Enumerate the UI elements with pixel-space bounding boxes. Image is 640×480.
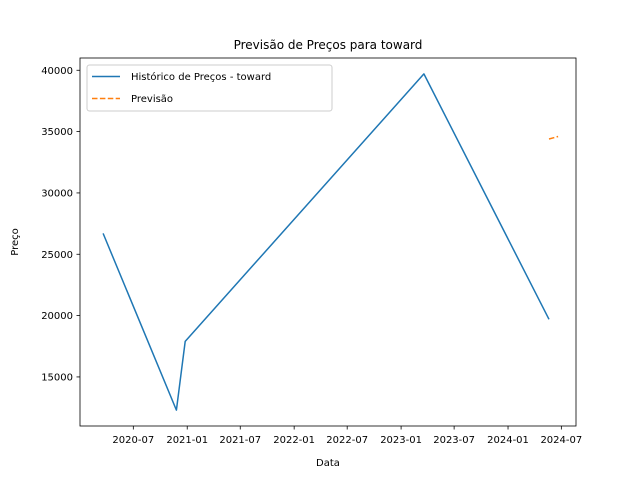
plot-lines — [102, 73, 559, 411]
y-axis-label: Preço — [10, 228, 21, 256]
chart-title: Previsão de Preços para toward — [234, 38, 423, 52]
x-tick-label: 2021-07 — [219, 435, 261, 446]
legend-label-1: Previsão — [131, 94, 173, 105]
legend-box — [86, 64, 333, 112]
y-tick-label: 35000 — [41, 127, 73, 138]
x-axis: 2020-07 2021-01 2021-07 2022-01 2022-07 2023-… — [112, 426, 582, 446]
y-tick-label: 30000 — [41, 188, 73, 199]
legend-label-0: Histórico de Preços - toward — [131, 71, 271, 83]
x-tick-label: 2024-01 — [487, 435, 529, 446]
x-tick-label: 2023-01 — [380, 435, 422, 446]
x-tick-label: 2024-07 — [540, 435, 582, 446]
y-tick-label: 40000 — [41, 66, 73, 77]
x-tick-label: 2023-07 — [433, 435, 475, 446]
x-tick-label: 2022-01 — [273, 435, 315, 446]
y-tick-label: 25000 — [41, 250, 73, 261]
x-tick-label: 2020-07 — [112, 435, 154, 446]
x-tick-label: 2022-07 — [326, 435, 368, 446]
x-axis-label: Data — [316, 458, 340, 469]
y-tick-label: 15000 — [41, 372, 73, 383]
y-tick-label: 20000 — [41, 311, 73, 322]
x-tick-label: 2021-01 — [166, 435, 208, 446]
plot-frame — [79, 57, 577, 427]
legend: Histórico de Preços - toward Previsão — [86, 64, 333, 112]
series-line-1 — [548, 135, 559, 140]
series-line-0 — [102, 73, 550, 411]
y-axis: 15000 20000 25000 30000 35000 40000 — [41, 66, 80, 383]
